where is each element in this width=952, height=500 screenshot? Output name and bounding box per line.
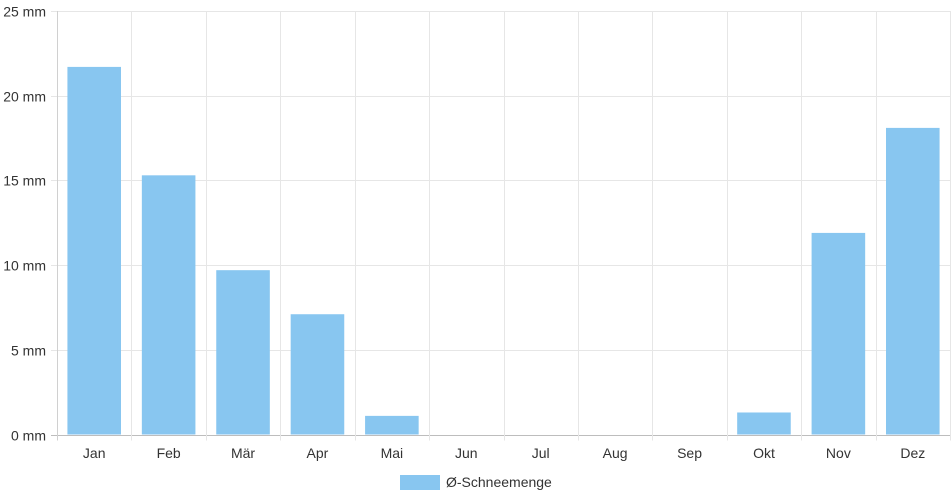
x-tick-label: Aug	[603, 445, 628, 461]
x-tick-label: Dez	[900, 445, 925, 461]
bar-feb[interactable]	[141, 175, 196, 435]
bar-mär[interactable]	[216, 270, 270, 435]
x-axis: Jan Feb Mär Apr Mai Jun Jul Aug Sep Okt Nov Dez	[83, 445, 925, 461]
y-tick-label: 25 mm	[3, 4, 46, 20]
y-tick-label: 10 mm	[3, 258, 46, 274]
x-tick-label: Jul	[532, 445, 550, 461]
x-tick-label: Okt	[753, 445, 775, 461]
bar-jan[interactable]	[67, 66, 121, 435]
x-tick-label: Jan	[83, 445, 106, 461]
y-tick-label: 15 mm	[3, 173, 46, 189]
legend[interactable]: Ø-Schneemenge	[400, 474, 552, 490]
x-tick-label: Apr	[307, 445, 329, 461]
bar-okt[interactable]	[737, 412, 791, 435]
bar-dez[interactable]	[886, 127, 940, 435]
x-tick-label: Jun	[455, 445, 478, 461]
x-tick-label: Sep	[677, 445, 702, 461]
y-tick-label: 20 mm	[3, 89, 46, 105]
x-tick-label: Nov	[826, 445, 851, 461]
bar-nov[interactable]	[811, 232, 866, 435]
legend-label: Ø-Schneemenge	[446, 474, 552, 490]
x-tick-label: Mai	[381, 445, 404, 461]
y-axis: 0 mm 5 mm 10 mm 15 mm 20 mm 25 mm	[3, 4, 46, 444]
bar-apr[interactable]	[290, 314, 345, 435]
grid	[51, 11, 951, 441]
legend-swatch	[400, 475, 440, 490]
y-tick-label: 0 mm	[11, 428, 46, 444]
y-tick-label: 5 mm	[11, 343, 46, 359]
bar-series	[67, 66, 940, 435]
x-tick-label: Feb	[157, 445, 181, 461]
bar-mai[interactable]	[365, 415, 419, 435]
x-tick-label: Mär	[231, 445, 255, 461]
